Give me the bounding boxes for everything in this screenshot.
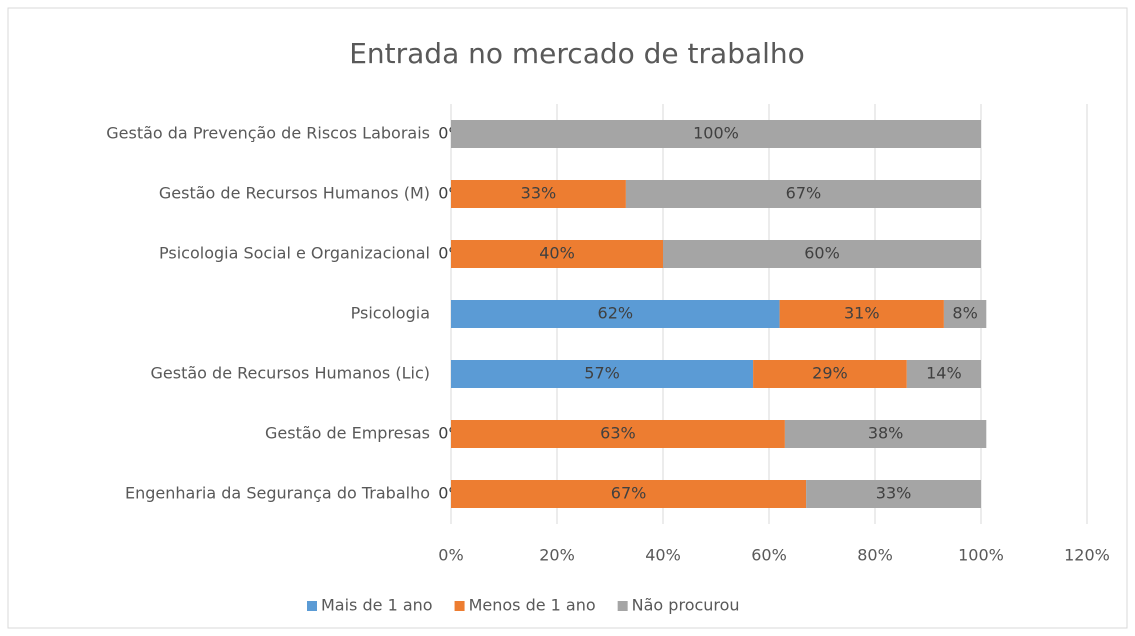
bar-segment <box>451 480 807 508</box>
bar-segment <box>451 360 754 388</box>
legend-swatch <box>617 601 628 611</box>
data-label: 38% <box>868 424 904 443</box>
bar-segment <box>779 300 944 328</box>
data-label: 67% <box>786 184 822 203</box>
x-tick-label: 40% <box>645 546 681 565</box>
data-label: 67% <box>611 484 647 503</box>
y-tick-label: Gestão da Prevenção de Riscos Laborais <box>106 124 430 143</box>
data-label: 33% <box>521 184 557 203</box>
legend-label: Menos de 1 ano <box>469 596 596 615</box>
legend-swatch <box>307 601 317 611</box>
data-label: 33% <box>876 484 912 503</box>
legend-swatch <box>454 601 465 611</box>
bar-segment <box>943 300 987 328</box>
bar-segment <box>906 360 981 388</box>
y-tick-label: Gestão de Empresas <box>265 424 430 443</box>
data-label: 29% <box>812 364 848 383</box>
bar-segment <box>663 240 981 268</box>
bar-segment <box>451 240 663 268</box>
data-label: 40% <box>539 244 575 263</box>
data-label: 57% <box>584 364 620 383</box>
bar-segment <box>806 480 981 508</box>
x-tick-label: 120% <box>1064 546 1110 565</box>
y-tick-label: Gestão de Recursos Humanos (Lic) <box>151 364 430 383</box>
legend-label: Não procurou <box>632 596 740 615</box>
x-tick-label: 60% <box>751 546 787 565</box>
x-tick-label: 80% <box>857 546 893 565</box>
data-label: 60% <box>804 244 840 263</box>
data-label: 14% <box>926 364 962 383</box>
x-tick-label: 20% <box>539 546 575 565</box>
x-tick-label: 100% <box>958 546 1004 565</box>
data-label: 8% <box>952 304 977 323</box>
bar-segment <box>451 120 981 148</box>
bar-segment <box>625 180 981 208</box>
chart-title: Entrada no mercado de trabalho <box>349 37 805 70</box>
data-label: 100% <box>693 124 739 143</box>
y-tick-label: Gestão de Recursos Humanos (M) <box>159 184 430 203</box>
legend-label: Mais de 1 ano <box>321 596 433 615</box>
x-tick-label: 0% <box>438 546 463 565</box>
data-label: 63% <box>600 424 636 443</box>
data-label: 31% <box>844 304 880 323</box>
data-label: 62% <box>598 304 634 323</box>
y-tick-label: Engenharia da Segurança do Trabalho <box>125 484 430 503</box>
bar-segment <box>753 360 907 388</box>
y-tick-label: Psicologia <box>351 304 430 323</box>
bar-segment <box>451 180 626 208</box>
y-tick-label: Psicologia Social e Organizacional <box>159 244 430 263</box>
bar-segment <box>451 300 780 328</box>
bar-segment <box>784 420 987 448</box>
bar-segment <box>451 420 785 448</box>
